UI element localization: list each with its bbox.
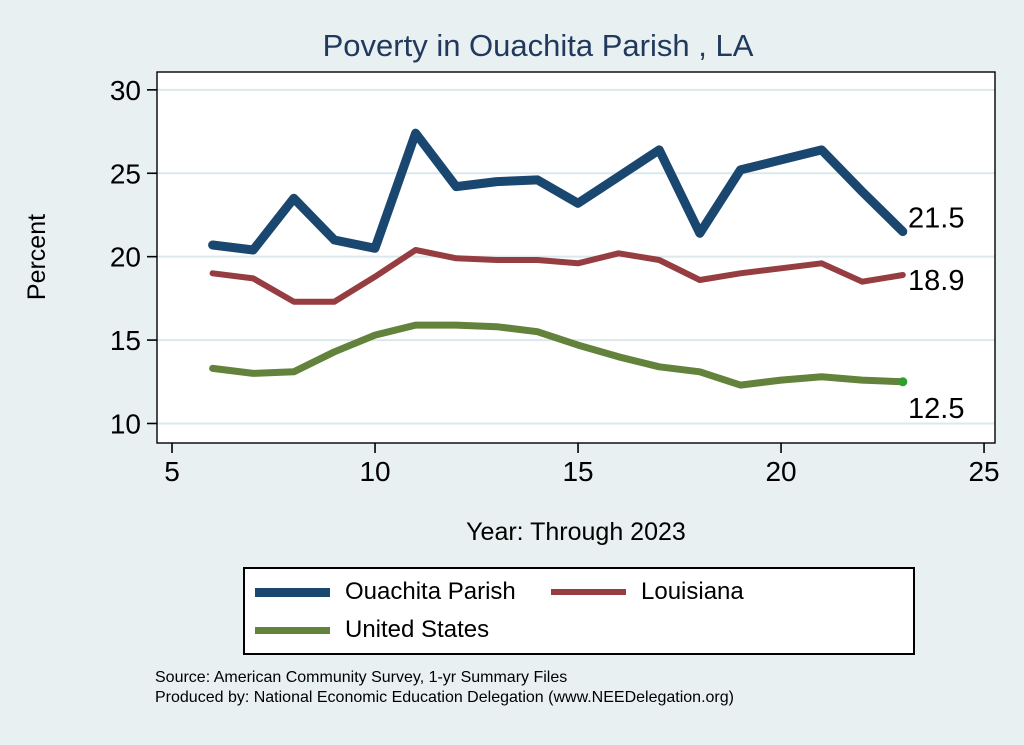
x-tick-label: 20: [765, 456, 796, 487]
series-end-label-louisiana: 18.9: [908, 265, 964, 297]
legend-label-louisiana: Louisiana: [641, 578, 744, 605]
source-note: Source: American Community Survey, 1-yr …: [155, 669, 568, 686]
legend: Ouachita Parish Louisiana United States: [243, 567, 915, 655]
x-tick-label: 15: [562, 456, 593, 487]
series-end-label-united-states: 12.5: [908, 393, 964, 425]
y-tick-label: 15: [110, 325, 141, 356]
series-end-label-ouachita-parish: 21.5: [908, 203, 964, 235]
legend-label-ouachita-parish: Ouachita Parish: [345, 578, 516, 605]
x-tick-label: 5: [164, 456, 180, 487]
produced-by-note: Produced by: National Economic Education…: [155, 689, 734, 706]
legend-swatch-united-states: [255, 626, 330, 634]
x-axis-title: Year: Through 2023: [466, 518, 686, 546]
legend-swatch-ouachita-parish: [255, 587, 330, 597]
y-tick-label: 20: [110, 242, 141, 273]
series-line-united-states: [209, 321, 907, 389]
legend-item-louisiana: Louisiana: [551, 578, 905, 606]
legend-item-ouachita-parish: Ouachita Parish: [255, 578, 551, 606]
plot-border: [156, 71, 996, 444]
y-tick-label: 30: [110, 75, 141, 106]
legend-label-united-states: United States: [345, 616, 490, 643]
x-tick-label: 10: [359, 456, 390, 487]
chart-title: Poverty in Ouachita Parish , LA: [322, 28, 754, 63]
legend-swatch-louisiana: [551, 589, 626, 595]
footer-notes: Source: American Community Survey, 1-yr …: [155, 668, 734, 708]
y-tick-label: 25: [110, 158, 141, 189]
series-line-louisiana: [209, 247, 906, 305]
legend-item-united-states: United States: [255, 616, 551, 644]
x-tick-label: 25: [968, 456, 999, 487]
y-tick-label: 10: [110, 408, 141, 439]
series-line-ouachita-parish: [208, 128, 908, 255]
series-end-marker-united-states: [898, 377, 908, 387]
